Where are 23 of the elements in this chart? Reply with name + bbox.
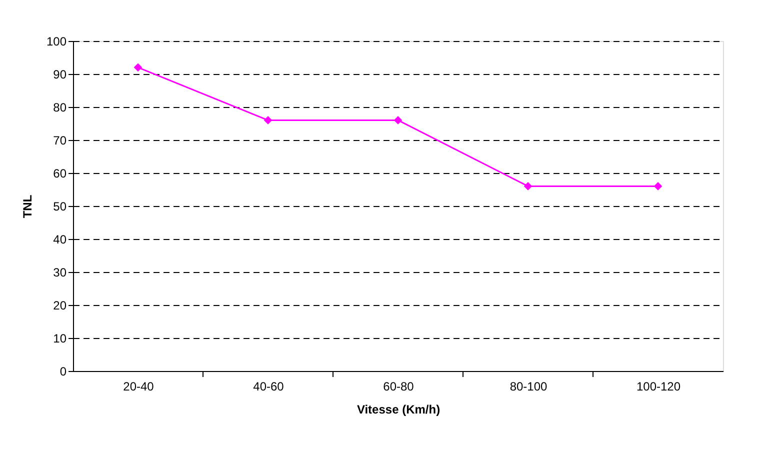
y-tick-label: 10 (53, 332, 67, 346)
y-tick-label: 90 (53, 68, 67, 82)
y-tick-label: 60 (53, 166, 67, 180)
y-tick-label: 40 (53, 232, 67, 246)
point (134, 63, 142, 72)
x-tick-label: 40-60 (253, 380, 284, 394)
x-tick-label: 80-100 (510, 380, 548, 394)
point (394, 116, 402, 124)
y-tick-label: 30 (53, 266, 67, 280)
y-tick-label: 100 (46, 34, 67, 48)
y-tick-label: 20 (53, 298, 67, 312)
y-tick-label: 70 (53, 134, 67, 148)
point (264, 116, 272, 124)
y-axis-title: TNL (20, 194, 34, 218)
point (524, 182, 532, 190)
x-tick-label: 20-40 (123, 380, 154, 394)
y-tick-label: 50 (53, 200, 67, 214)
y-tick-label: 80 (53, 100, 67, 114)
x-tick-label: 100-120 (636, 380, 681, 394)
x-axis-title: Vitesse (Km/h) (356, 402, 440, 416)
x-tick-label: 60-80 (383, 380, 414, 394)
point (654, 182, 662, 190)
y-tick-label: 0 (60, 364, 67, 378)
